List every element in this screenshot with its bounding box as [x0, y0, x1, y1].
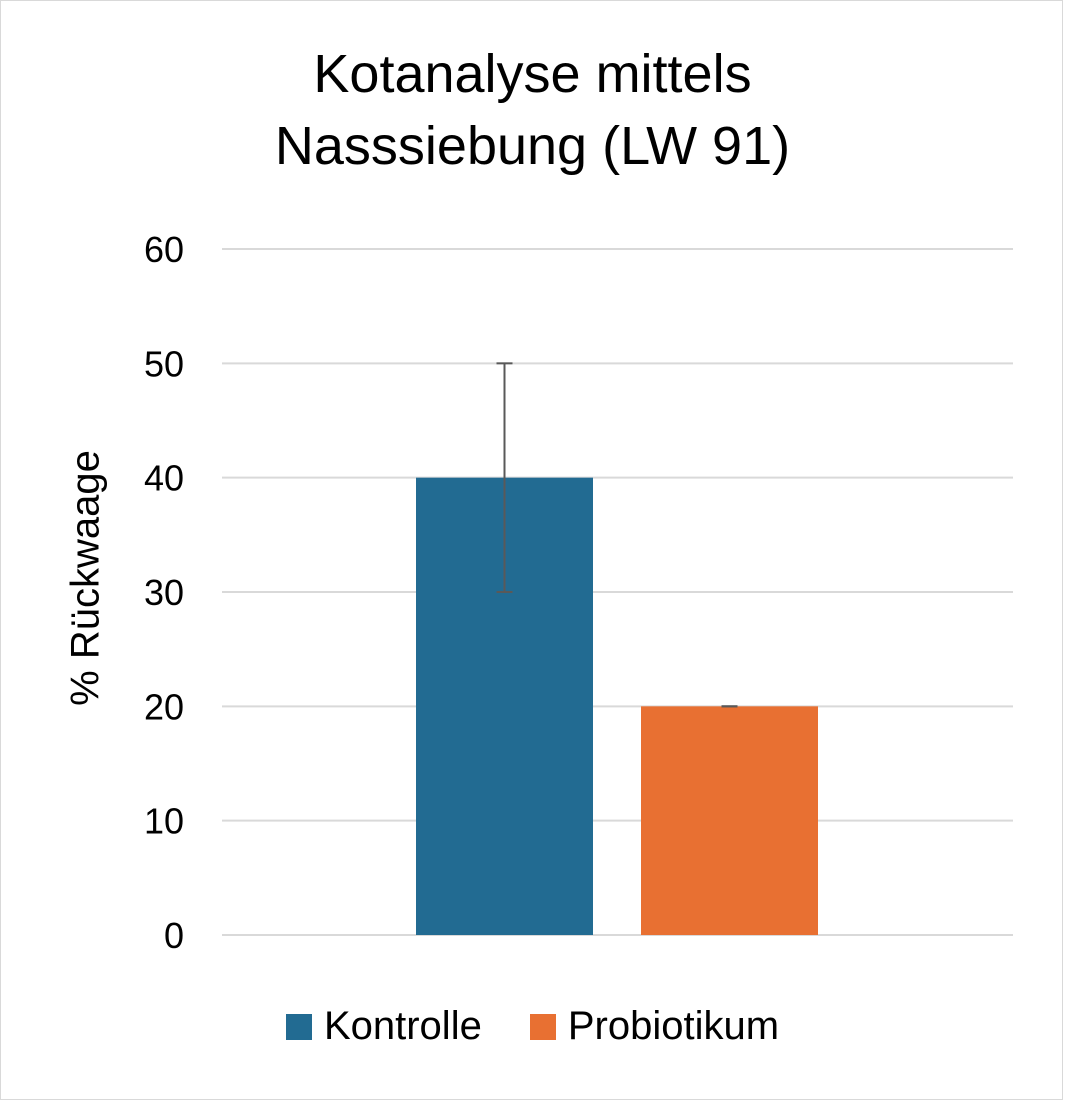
- y-tick-label-30: 30: [144, 572, 184, 613]
- legend-item-probiotikum: Probiotikum: [529, 1004, 780, 1049]
- y-tick-label-50: 50: [144, 343, 184, 384]
- y-tick-label-10: 10: [144, 801, 184, 842]
- bar-probiotikum: [641, 706, 818, 935]
- chart-title-line-1: Kotanalyse mittels: [313, 44, 752, 104]
- legend-label-kontrolle: Kontrolle: [323, 1004, 482, 1048]
- error-bar-kontrolle: [496, 362, 513, 593]
- y-tick-label-0: 0: [164, 915, 184, 956]
- chart-title-line-2: Nasssiebung (LW 91): [274, 116, 791, 176]
- y-tick-label-60: 60: [144, 229, 184, 270]
- legend: Kontrolle Probiotikum: [0, 1004, 1065, 1049]
- legend-swatch-kontrolle: [285, 1013, 312, 1040]
- legend-item-kontrolle: Kontrolle: [285, 1004, 482, 1049]
- chart-title: Kotanalyse mittels Nasssiebung (LW 91): [0, 38, 1065, 182]
- legend-label-probiotikum: Probiotikum: [567, 1004, 780, 1048]
- y-tick-label-40: 40: [144, 458, 184, 499]
- y-tick-label-20: 20: [144, 686, 184, 727]
- legend-swatch-probiotikum: [529, 1013, 556, 1040]
